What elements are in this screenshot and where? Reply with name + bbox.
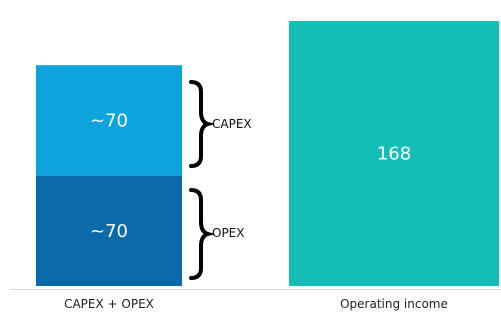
bar-capex-0 bbox=[36, 65, 182, 176]
data-label-value-1: 168 bbox=[377, 144, 411, 165]
x-axis-baseline bbox=[10, 289, 501, 290]
capex-annotation: CAPEX bbox=[212, 117, 252, 131]
opex-brace-icon bbox=[189, 188, 216, 280]
bar-value-1 bbox=[289, 21, 499, 286]
braces bbox=[189, 80, 216, 280]
x-tick-label-operating-income: Operating income bbox=[340, 297, 448, 311]
opex-annotation: OPEX bbox=[212, 226, 245, 240]
capex-brace-icon bbox=[189, 80, 216, 168]
data-label-capex-0: ~70 bbox=[90, 110, 128, 131]
bar-opex-0 bbox=[36, 175, 182, 286]
data-label-opex-0: ~70 bbox=[90, 221, 128, 242]
x-tick-label-capex-opex: CAPEX + OPEX bbox=[64, 297, 154, 311]
